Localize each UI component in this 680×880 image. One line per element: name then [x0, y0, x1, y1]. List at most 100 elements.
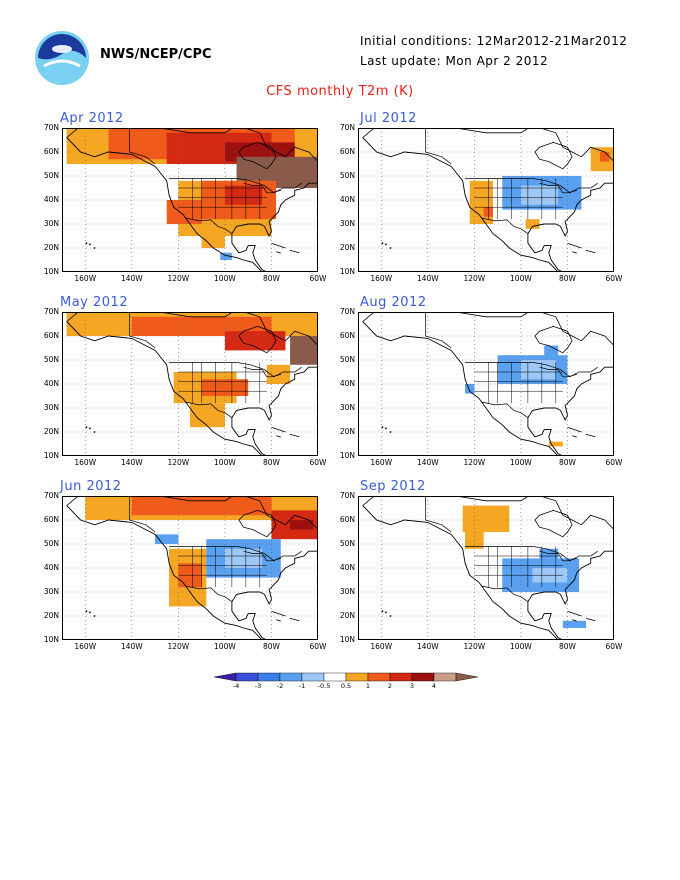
coastline: [362, 321, 614, 456]
lon-tick-label: 80W: [262, 458, 280, 467]
lat-tick-label: 40N: [43, 379, 59, 388]
anomaly-area: [220, 252, 232, 260]
lon-tick-label: 80W: [558, 642, 576, 651]
country-border: [185, 217, 233, 234]
panel-title-jul: Jul 2012: [360, 111, 417, 126]
coastline: [238, 509, 277, 538]
coastline: [289, 618, 300, 622]
lon-tick-label: 60W: [605, 458, 623, 467]
colorbar-segment: [213, 672, 237, 682]
coastline: [271, 242, 286, 249]
lat-tick-label: 20N: [43, 611, 59, 620]
lon-tick-label: 120W: [167, 642, 190, 651]
anomaly-area: [465, 384, 475, 394]
coastline: [275, 619, 281, 622]
country-border: [425, 312, 452, 349]
coastline: [289, 250, 300, 254]
coastline: [571, 435, 577, 438]
map-frame: [358, 128, 614, 272]
map-frame: [62, 312, 318, 456]
lat-tick-label: 50N: [43, 539, 59, 548]
panel-title-jun: Jun 2012: [60, 479, 122, 494]
island: [385, 427, 387, 430]
lon-tick-label: 140W: [416, 458, 439, 467]
lon-tick-label: 140W: [120, 458, 143, 467]
coastline: [362, 496, 614, 530]
colorbar-segment: [367, 672, 391, 682]
panel-title-aug: Aug 2012: [360, 295, 427, 310]
lat-tick-label: 30N: [339, 403, 355, 412]
anomaly-area: [131, 316, 272, 336]
coastline: [567, 426, 582, 433]
coastline: [567, 242, 582, 249]
lat-tick-label: 20N: [339, 427, 355, 436]
lon-tick-label: 160W: [370, 274, 393, 283]
anomaly-area: [290, 336, 318, 365]
coastline: [238, 325, 277, 354]
coastline: [289, 434, 300, 438]
lon-tick-label: 100W: [510, 642, 532, 651]
lon-tick-label: 120W: [167, 274, 190, 283]
lat-tick-label: 50N: [339, 171, 355, 180]
colorbar-segment: [433, 672, 457, 682]
island: [93, 247, 96, 249]
lat-tick-label: 40N: [339, 379, 355, 388]
lat-tick-label: 70N: [339, 307, 355, 316]
colorbar-label: -1: [298, 682, 306, 690]
colorbar-segment: [235, 672, 259, 682]
coastline: [238, 141, 277, 170]
coastline: [66, 496, 318, 530]
country-border: [169, 546, 302, 562]
country-border: [465, 362, 598, 378]
colorbar-segment: [345, 672, 369, 682]
panel-title-apr: Apr 2012: [60, 111, 124, 126]
country-border: [185, 401, 233, 418]
lon-tick-label: 160W: [74, 274, 97, 283]
colorbar-label: -3: [254, 682, 262, 690]
colorbar-label: -2: [276, 682, 284, 690]
lat-tick-label: 20N: [339, 243, 355, 252]
island: [389, 247, 392, 249]
last-update: Last update: Mon Apr 2 2012: [360, 54, 549, 68]
lat-tick-label: 10N: [43, 451, 59, 460]
lat-tick-label: 10N: [339, 267, 355, 276]
map-panel-aug: [358, 312, 614, 456]
lat-tick-label: 40N: [339, 195, 355, 204]
lat-tick-label: 30N: [339, 219, 355, 228]
country-border: [169, 362, 302, 378]
anomaly-area: [224, 185, 263, 205]
coastline: [585, 250, 596, 254]
lat-tick-label: 30N: [43, 403, 59, 412]
coastline: [534, 325, 573, 354]
lat-tick-label: 70N: [339, 123, 355, 132]
noaa-logo-icon: [35, 31, 89, 85]
island: [385, 611, 387, 614]
colorbar-label: 0.5: [340, 682, 352, 690]
lat-tick-label: 10N: [43, 635, 59, 644]
island: [89, 611, 91, 614]
coastline: [571, 251, 577, 254]
lat-tick-label: 50N: [339, 539, 355, 548]
coastline: [567, 610, 582, 617]
anomaly-area: [201, 379, 249, 396]
anomaly-area: [548, 441, 563, 447]
lon-tick-label: 120W: [167, 458, 190, 467]
lat-tick-label: 10N: [339, 635, 355, 644]
lon-tick-label: 60W: [309, 274, 327, 283]
country-border: [481, 401, 529, 418]
island: [85, 610, 88, 613]
coastline: [585, 434, 596, 438]
colorbar-segment: [323, 672, 347, 682]
coastline: [271, 426, 286, 433]
lon-tick-label: 160W: [370, 642, 393, 651]
coastline: [534, 141, 573, 170]
lon-tick-label: 120W: [463, 274, 486, 283]
country-border: [465, 546, 598, 562]
agency-name: NWS/NCEP/CPC: [100, 47, 212, 62]
island: [85, 242, 88, 245]
anomaly-area: [224, 548, 263, 568]
lat-tick-label: 60N: [43, 515, 59, 524]
lat-tick-label: 70N: [43, 123, 59, 132]
lat-tick-label: 50N: [43, 355, 59, 364]
coastline: [271, 610, 286, 617]
